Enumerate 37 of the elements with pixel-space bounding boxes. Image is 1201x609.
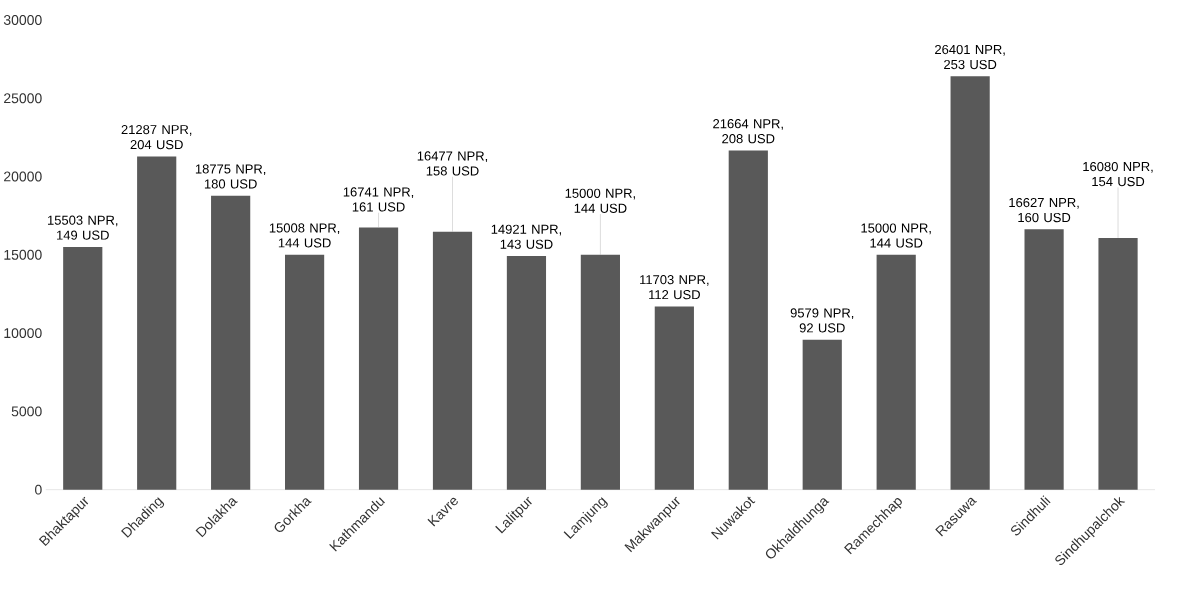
y-tick-label: 15000 (4, 250, 42, 260)
y-tick-label: 5000 (11, 406, 42, 417)
bar (802, 339, 842, 490)
data-label: 26401 NPR, 253 USD (935, 45, 1005, 70)
data-label: 16741 NPR, 161 USD (343, 187, 414, 212)
y-tick-label: 30000 (3, 15, 42, 26)
bar (580, 255, 620, 490)
bar (285, 254, 325, 490)
bar (506, 256, 547, 490)
bar (728, 150, 768, 490)
data-label: 18775 NPR, 180 USD (195, 164, 266, 189)
data-label: 11703 NPR, 112 USD (640, 275, 709, 300)
bar (654, 306, 694, 490)
bar (211, 195, 251, 490)
data-label: 16477 NPR, 158 USD (417, 151, 488, 176)
data-label: 16627 NPR, 160 USD (1009, 198, 1079, 223)
data-label: 9579 NPR, 92 USD (790, 308, 854, 333)
data-label: 15503 NPR, 149 USD (47, 215, 118, 240)
data-label: 15000 NPR, 144 USD (861, 223, 931, 248)
bar (137, 156, 177, 490)
bar (1098, 238, 1138, 490)
y-tick-label: 10000 (4, 328, 42, 339)
data-label: 15000 NPR, 144 USD (565, 188, 635, 214)
data-label: 16080 NPR, 154 USD (1083, 162, 1153, 187)
data-label: 15008 NPR, 144 USD (269, 223, 340, 248)
bar (358, 227, 399, 490)
y-tick-label: 0 (35, 484, 42, 495)
data-label: 14921 NPR, 143 USD (491, 224, 562, 250)
bar (1024, 229, 1064, 490)
bar (876, 255, 916, 490)
bar (432, 231, 473, 490)
data-label: 21287 NPR, 204 USD (121, 125, 192, 150)
bar (950, 76, 990, 490)
y-tick-label: 25000 (4, 93, 42, 104)
bar (63, 247, 103, 490)
y-tick-label: 20000 (4, 171, 42, 182)
data-label: 21664 NPR, 208 USD (713, 119, 783, 144)
